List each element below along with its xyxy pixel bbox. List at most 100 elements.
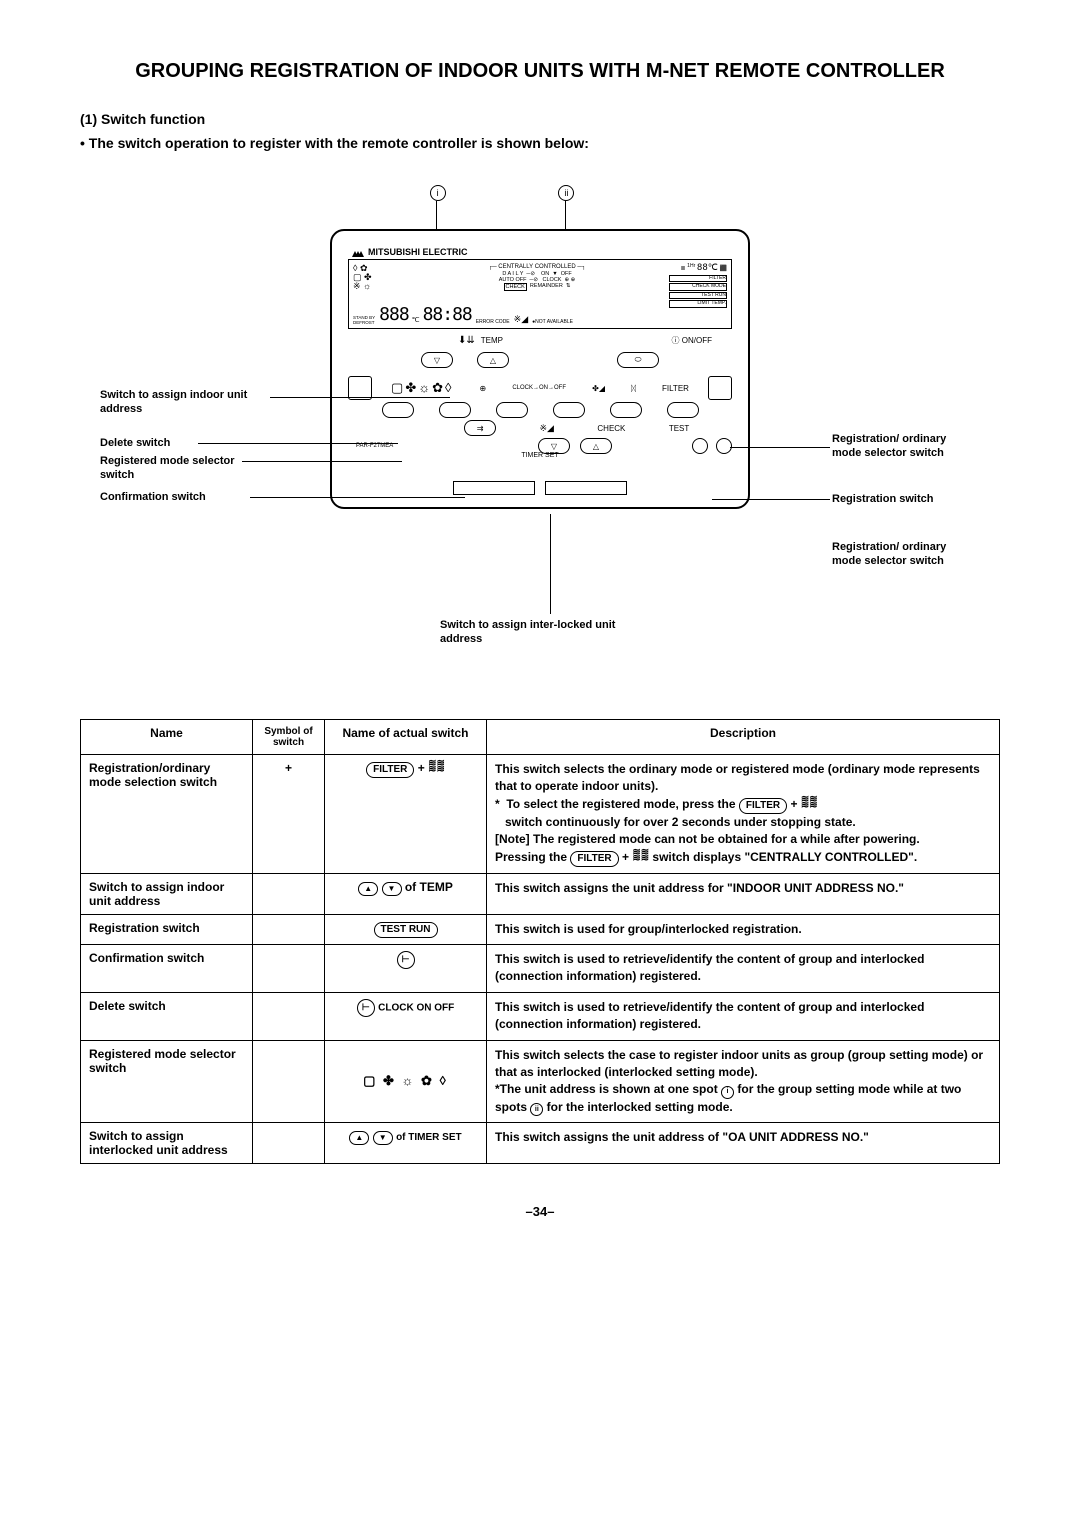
row-desc: This switch is used to retrieve/identify… (487, 992, 1000, 1040)
lcd-seg2: 88:88 (423, 305, 472, 325)
section-note: • The switch operation to register with … (80, 135, 1000, 151)
pill-filter: FILTER (366, 762, 414, 778)
row-desc: This switch is used to retrieve/identify… (487, 944, 1000, 992)
mode-button[interactable] (382, 402, 414, 418)
page-title: GROUPING REGISTRATION OF INDOOR UNITS WI… (80, 60, 1000, 83)
row-name: Registered mode selector switch (81, 1040, 253, 1123)
controller-diagram: i ii MITSUBISHI ELECTRIC ◊ ✿▢ ✤※ ☼ ┌─ CE… (80, 179, 1000, 679)
row-actual: ⊢ CLOCK ON OFF (325, 992, 487, 1040)
test-label: TEST (669, 424, 689, 433)
callout-reg-ordinary-2: Registration/ ordinary mode selector swi… (832, 541, 972, 569)
clock-on-off-text: CLOCK ON OFF (378, 1002, 454, 1013)
fan-button[interactable] (553, 402, 585, 418)
lcd-check: CHECK (504, 283, 527, 291)
mode-icons: ▢✤☼✿◊ (391, 380, 453, 396)
row-desc: This switch assigns the unit address for… (487, 873, 1000, 914)
down-arrow-icon: ▼ (373, 1131, 393, 1145)
lcd-centrally: CENTRALLY CONTROLLED (498, 264, 575, 270)
brand-text: MITSUBISHI ELECTRIC (368, 247, 468, 257)
of-temp-text: of TEMP (405, 880, 453, 894)
remote-controller: MITSUBISHI ELECTRIC ◊ ✿▢ ✤※ ☼ ┌─ CENTRAL… (330, 229, 750, 509)
section-number: (1) Switch function (80, 111, 1000, 127)
check-label: CHECK (597, 424, 625, 433)
row-symbol: + (253, 755, 325, 874)
clock-button[interactable] (439, 402, 471, 418)
lead-line (242, 461, 402, 462)
up-arrow-icon: ▲ (349, 1131, 369, 1145)
row-symbol (253, 1040, 325, 1123)
bottom-slot (545, 481, 627, 495)
onoff-button[interactable]: ⬭ (617, 352, 659, 368)
filter-button[interactable] (667, 402, 699, 418)
table-row: Registration switch TEST RUN This switch… (81, 914, 1000, 944)
lead-line (712, 499, 830, 500)
lead-line (730, 447, 830, 448)
lcd-box-testrun: TEST RUN (669, 292, 727, 300)
lcd-degc: ℃ (412, 317, 420, 325)
temp-down-button[interactable]: ▽ (421, 352, 453, 368)
clock-onoff-label: CLOCK→ON→OFF (512, 385, 566, 391)
table-row: Confirmation switch ⊢ This switch is use… (81, 944, 1000, 992)
row-actual: TEST RUN (325, 914, 487, 944)
of-timerset-text: of TIMER SET (396, 1132, 462, 1143)
callout-reg-ordinary-1: Registration/ ordinary mode selector swi… (832, 433, 972, 461)
lcd-box-filter: FILTER (669, 275, 727, 283)
row-desc: This switch selects the ordinary mode or… (487, 755, 1000, 874)
timer-up-button[interactable]: △ (580, 438, 612, 454)
up-arrow-icon: ▲ (358, 882, 378, 896)
table-header: Name (81, 720, 253, 755)
filter-label: FILTER (662, 384, 689, 393)
clockset-button[interactable] (496, 402, 528, 418)
temp-label: TEMP (481, 336, 503, 345)
table-header: Name of actual switch (325, 720, 487, 755)
lcd-1hr: 1Hr (687, 263, 695, 269)
vane-button[interactable] (610, 402, 642, 418)
airflow-button[interactable]: ⇉ (464, 420, 496, 436)
lead-line (270, 397, 450, 398)
table-header: Symbol of switch (253, 720, 325, 755)
mode-icons: ▢ ✤ ☼ ✿ ◊ (363, 1073, 448, 1088)
lcd-seg3: 88℃ (697, 263, 718, 273)
callout-confirmation: Confirmation switch (100, 491, 206, 505)
row-actual: ▲ ▼ of TIMER SET (325, 1123, 487, 1164)
callout-registration-switch: Registration switch (832, 493, 933, 507)
row-actual: FILTER + ≋≋≋≋ (325, 755, 487, 874)
lcd-box-checkmode: CHECK MODE (669, 283, 727, 291)
table-row: Registration/ordinary mode selection swi… (81, 755, 1000, 874)
callout-delete: Delete switch (100, 437, 170, 451)
check-button[interactable] (692, 438, 708, 454)
table-row: Registered mode selector switch ▢ ✤ ☼ ✿ … (81, 1040, 1000, 1123)
row-desc: This switch is used for group/interlocke… (487, 914, 1000, 944)
down-arrow-icon: ▼ (382, 882, 402, 896)
row-name: Confirmation switch (81, 944, 253, 992)
row-name: Delete switch (81, 992, 253, 1040)
row-symbol (253, 914, 325, 944)
lcd-errorcode: ERROR CODE (476, 319, 510, 325)
callout-interlocked: Switch to assign inter-locked unit addre… (440, 619, 660, 647)
marker-ii: ii (558, 185, 574, 201)
lcd-seg1: 888 (379, 305, 409, 325)
lcd-defrost: DEFROST (353, 320, 375, 325)
lcd-remainder: REMAINDER (530, 283, 563, 291)
row-name: Registration switch (81, 914, 253, 944)
table-row: Switch to assign interlocked unit addres… (81, 1123, 1000, 1164)
row-actual: ▲ ▼ of TEMP (325, 873, 487, 914)
pill-testrun: TEST RUN (374, 922, 438, 938)
row-name: Registration/ordinary mode selection swi… (81, 755, 253, 874)
table-header: Description (487, 720, 1000, 755)
row-actual: ▢ ✤ ☼ ✿ ◊ (325, 1040, 487, 1123)
onoff-label: ⓘ ON/OFF (672, 335, 712, 346)
test-button[interactable] (716, 438, 732, 454)
timerset-label: TIMER SET (521, 452, 558, 459)
right-rect-button[interactable] (708, 376, 732, 400)
page-number: –34– (80, 1204, 1000, 1219)
marker-i: i (430, 185, 446, 201)
temp-up-button[interactable]: △ (477, 352, 509, 368)
lcd-display: ◊ ✿▢ ✤※ ☼ ┌─ CENTRALLY CONTROLLED ─┐ D A… (348, 259, 732, 329)
lead-line (198, 443, 398, 444)
table-row: Switch to assign indoor unit address ▲ ▼… (81, 873, 1000, 914)
row-symbol (253, 873, 325, 914)
row-desc: This switch selects the case to register… (487, 1040, 1000, 1123)
clock-icon: ⊢ (397, 951, 415, 969)
row-desc: This switch assigns the unit address of … (487, 1123, 1000, 1164)
